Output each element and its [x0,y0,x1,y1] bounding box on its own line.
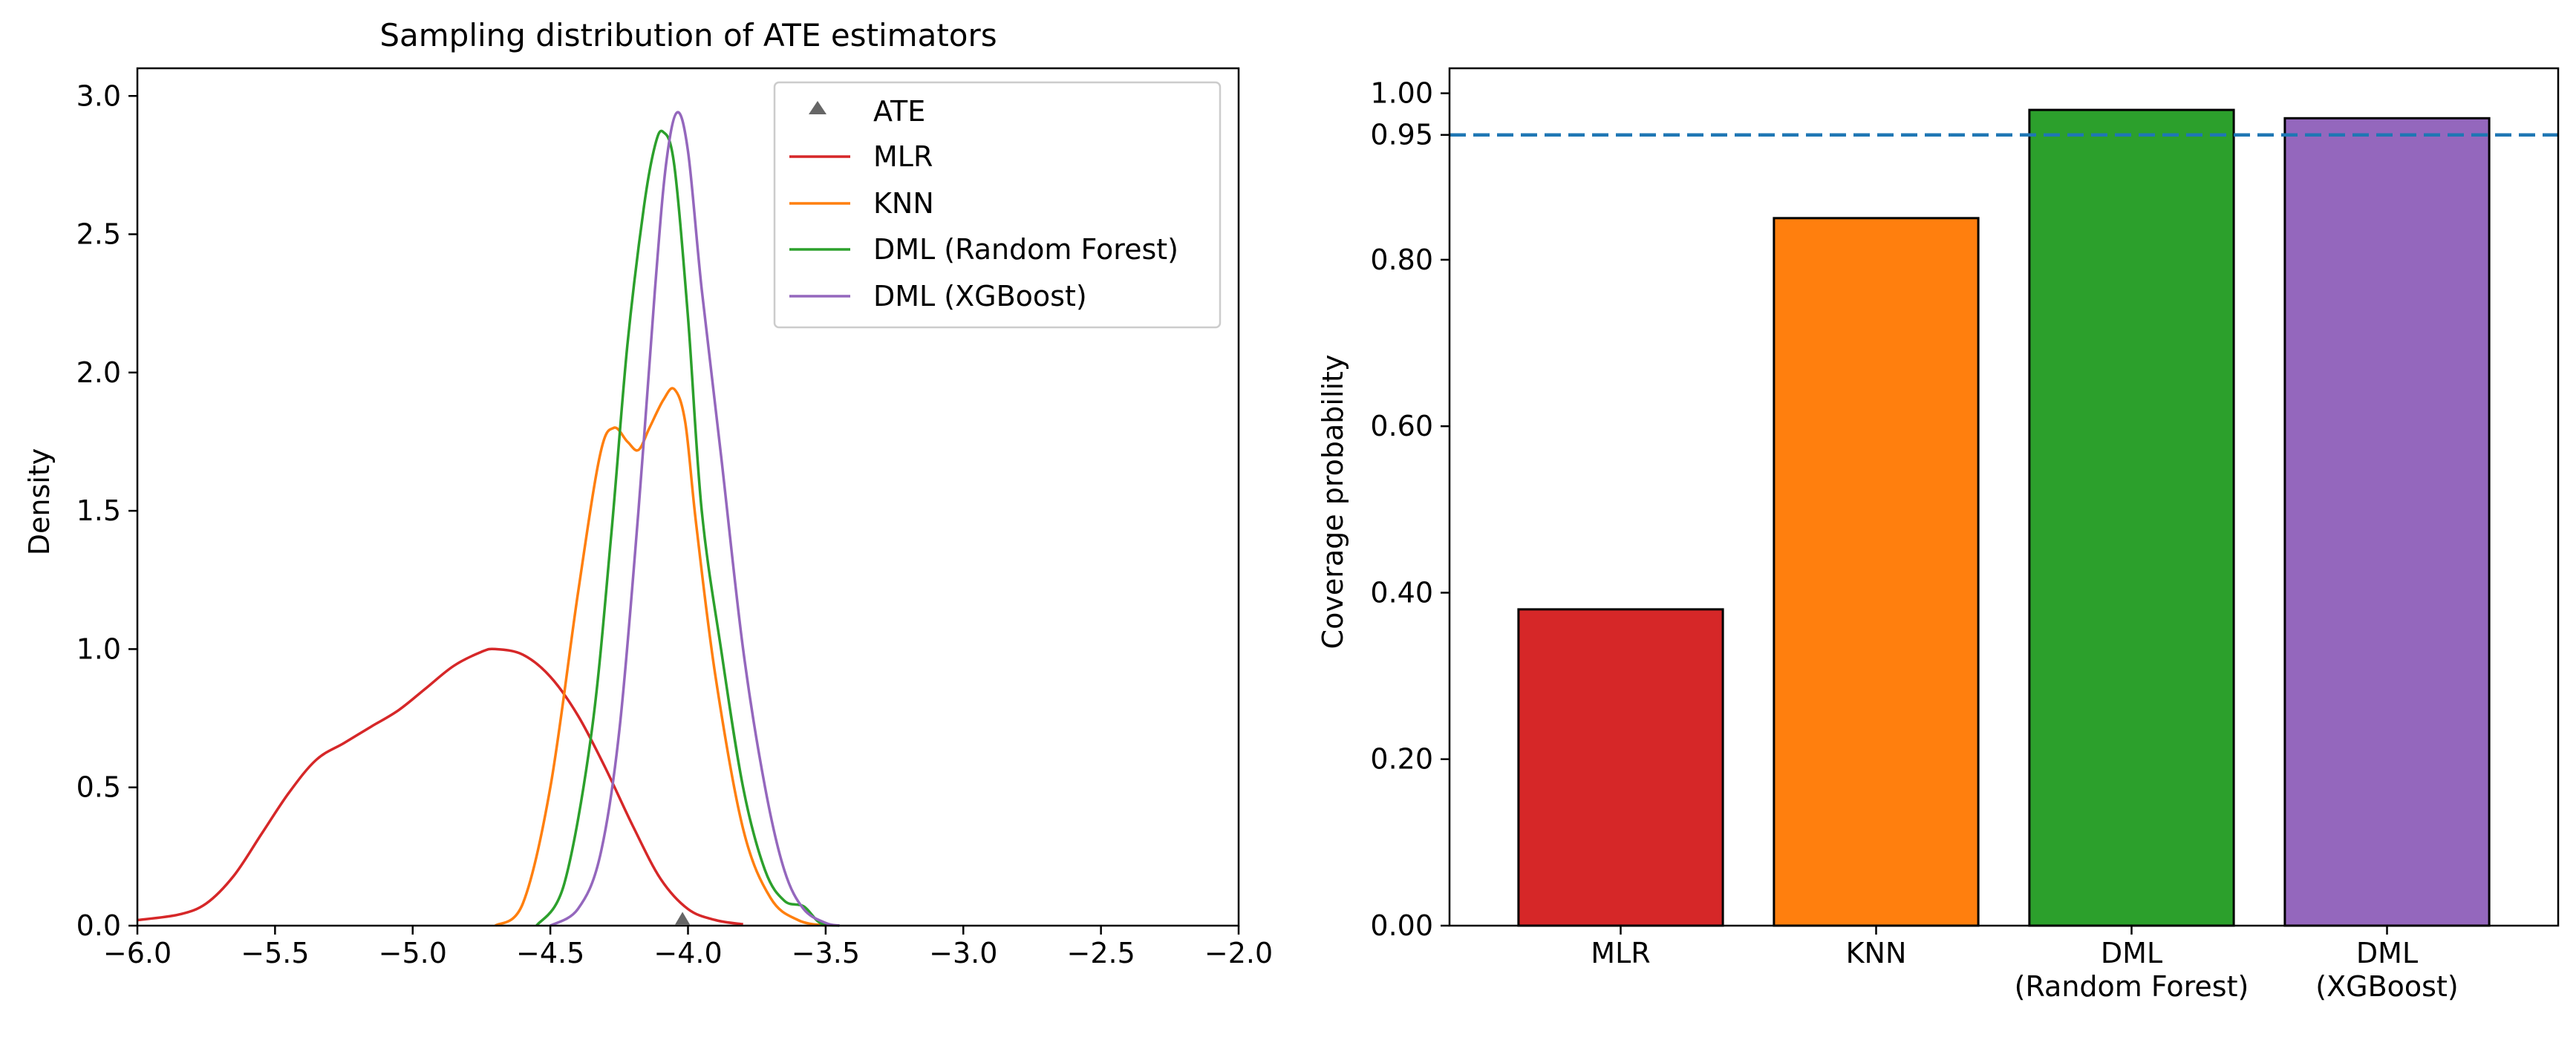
y-tick-label: 2.0 [76,356,121,389]
y-tick-label: 0.00 [1370,909,1433,942]
legend-label-dml-rf: DML (Random Forest) [873,233,1178,266]
x-tick-label: −5.5 [241,937,309,969]
x-tick-label: −4.5 [516,937,584,969]
legend-label-mlr: MLR [873,140,933,173]
x-tick-label: (Random Forest) [2015,970,2249,1003]
x-tick-label: −5.0 [379,937,447,969]
coverage-bar-dml-random-forest [2028,108,2235,927]
x-tick-label: MLR [1591,937,1650,969]
ate-marker-group [675,912,691,925]
density-plot-frame [136,67,1240,927]
legend-label-ate: ATE [873,95,925,128]
y-tick-label: 0.20 [1370,743,1433,776]
x-tick-label: −2.0 [1204,937,1273,969]
x-tick-label: −4.0 [653,937,722,969]
density-y-axis-label: Density [23,448,56,555]
coverage-x-ticks: MLR KNN DML(Random Forest)DML(XGBoost) [1591,926,2459,1003]
y-tick-label: 0.5 [76,771,121,804]
density-title: Sampling distribution of ATE estimators [379,17,997,53]
y-tick-label: 0.0 [76,909,121,942]
density-curve-dml-xgboost [550,111,840,927]
y-tick-label: 0.80 [1370,243,1433,276]
coverage-panel: Coverage probability MLR KNN DML(Random Fo… [1317,67,2560,1003]
legend-frame [773,81,1222,329]
density-panel: Sampling distribution of ATE estimators … [23,17,1273,969]
y-tick-label: 3.0 [76,79,121,112]
legend-label-dml-xgb: DML (XGBoost) [873,280,1087,313]
density-curve-dml-random-forest [535,129,840,927]
density-y-ticks: 0.0 0.5 1.0 1.5 2.0 2.5 3.0 [76,79,137,942]
coverage-bar-dml-xgboost [2283,117,2491,927]
density-curve-knn [494,387,826,927]
legend-label-knn: KNN [873,187,934,220]
density-x-ticks: −6.0 −5.5 −5.0 −4.5 −4.0 −3.5 −3.0 −2.5 −2.0 [103,926,1273,969]
x-tick-label: KNN [1846,937,1907,969]
legend-ate-triangle-icon [809,101,826,114]
x-tick-label: (XGBoost) [2315,970,2458,1003]
x-tick-label: −2.5 [1066,937,1135,969]
density-curve-mlr [137,647,743,926]
coverage-y-axis-label: Coverage probability [1317,355,1349,650]
x-tick-label: −3.5 [792,937,860,969]
y-tick-label: 0.40 [1370,576,1433,609]
coverage-bars [1517,108,2491,927]
y-tick-label: 0.95 [1370,119,1433,151]
coverage-bar-mlr [1517,608,1724,927]
y-tick-label: 0.60 [1370,410,1433,442]
y-tick-label: 1.5 [76,494,121,527]
x-tick-label: DML [2101,937,2162,969]
x-tick-label: −6.0 [103,937,172,969]
x-tick-label: −3.0 [929,937,997,969]
ate-marker [675,912,691,925]
y-tick-label: 1.0 [76,632,121,665]
coverage-bar-knn [1773,217,1980,927]
density-legend: ATE MLR KNN DML (Random Forest) DML (XGB… [773,81,1222,329]
density-curves [137,111,840,927]
y-tick-label: 1.00 [1370,77,1433,110]
y-tick-label: 2.5 [76,218,121,251]
coverage-plot-frame [1448,67,2560,927]
x-tick-label: DML [2356,937,2418,969]
coverage-y-ticks: 0.00 0.20 0.40 0.60 0.80 0.95 1.00 [1370,77,1450,942]
